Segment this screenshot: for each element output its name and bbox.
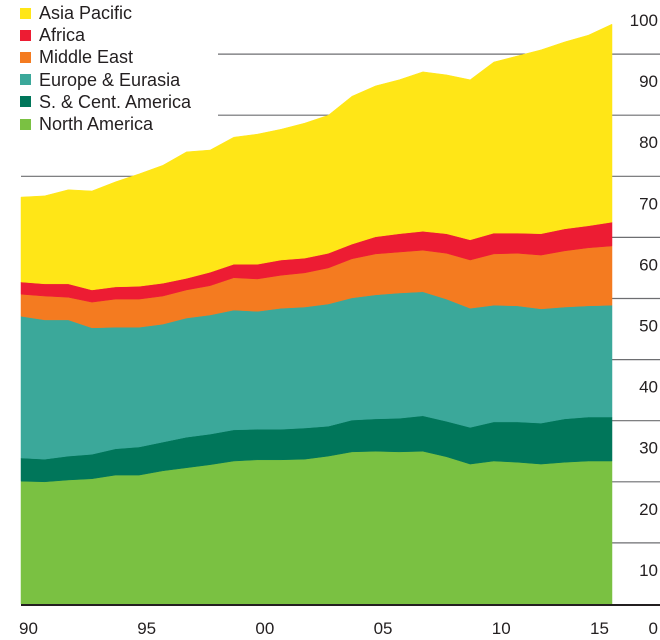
legend-swatch (20, 74, 31, 86)
legend-label: Europe & Eurasia (39, 69, 181, 90)
legend-item: Africa (20, 24, 191, 46)
legend-item: North America (20, 113, 191, 135)
y-tick-labels: 0 10 20 30 40 50 60 70 80 90 100 (630, 11, 658, 638)
y-tick-label: 50 (639, 317, 658, 336)
y-tick-label: 10 (639, 561, 658, 580)
legend: Asia Pacific Africa Middle East Europe & Eu… (20, 2, 191, 135)
y-tick-label: 90 (639, 72, 658, 91)
x-tick-label: 05 (374, 619, 393, 638)
legend-label: North America (39, 114, 154, 135)
area-series (20, 23, 613, 605)
y-tick-label: 70 (639, 194, 658, 213)
x-tick-label: 90 (19, 619, 38, 638)
legend-swatch (20, 51, 31, 63)
x-tick-labels: 90 95 00 05 10 15 (19, 619, 609, 638)
y-tick-label: 100 (630, 11, 658, 30)
x-tick-label: 00 (255, 619, 274, 638)
x-tick-label: 15 (590, 619, 609, 638)
legend-swatch (20, 118, 31, 130)
y-tick-label: 80 (639, 133, 658, 152)
y-tick-label: 30 (639, 439, 658, 458)
legend-item: Europe & Eurasia (20, 69, 191, 91)
legend-label: Africa (39, 25, 86, 46)
y-tick-label: 0 (649, 619, 658, 638)
legend-item: S. & Cent. America (20, 91, 191, 113)
legend-swatch (20, 7, 31, 19)
legend-label: Asia Pacific (39, 3, 133, 24)
y-tick-label: 40 (639, 378, 658, 397)
legend-item: Middle East (20, 46, 191, 68)
legend-item: Asia Pacific (20, 2, 191, 24)
legend-swatch (20, 29, 31, 41)
legend-swatch (20, 96, 31, 108)
x-tick-label: 95 (137, 619, 156, 638)
y-tick-label: 20 (639, 500, 658, 519)
legend-label: S. & Cent. America (39, 91, 192, 112)
y-tick-label: 60 (639, 255, 658, 274)
legend-label: Middle East (39, 47, 134, 68)
x-tick-label: 10 (492, 619, 511, 638)
area-asia-pacific (20, 23, 613, 291)
